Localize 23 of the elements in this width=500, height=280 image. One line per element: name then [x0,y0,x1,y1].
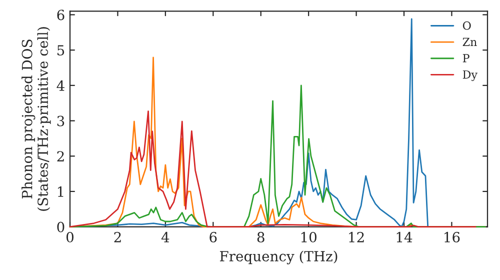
x-tick-label: 12 [349,232,364,242]
x-tick-label: 8 [257,232,264,242]
x-tick-label: 16 [444,232,460,242]
x-tick-label: 10 [301,232,316,242]
legend-label: O [462,21,471,30]
y-tick-label: 2 [57,151,64,162]
legend-label: Dy [462,70,478,82]
y-axis-title: Phonon projected DOS (States/THz·primitive cell) [22,27,51,211]
y-tick-label: 6 [57,10,64,20]
legend-label: Zn [462,38,477,46]
y-tick-label: 4 [56,80,64,91]
y-tick-label: 0 [57,222,64,232]
line-series [69,110,476,228]
y-tick-label: 5 [57,45,64,56]
x-tick-label: 14 [396,232,412,242]
x-axis-title: Frequency (THz) [220,250,338,264]
x-tick-label: 6 [210,232,217,242]
x-tick-label: 0 [66,232,74,242]
x-tick-label: 2 [114,232,121,242]
x-tick-label: 4 [161,232,170,242]
y-tick-label: 3 [57,116,64,126]
legend-label: P [462,54,470,62]
y-tick-label: 1 [58,186,64,197]
